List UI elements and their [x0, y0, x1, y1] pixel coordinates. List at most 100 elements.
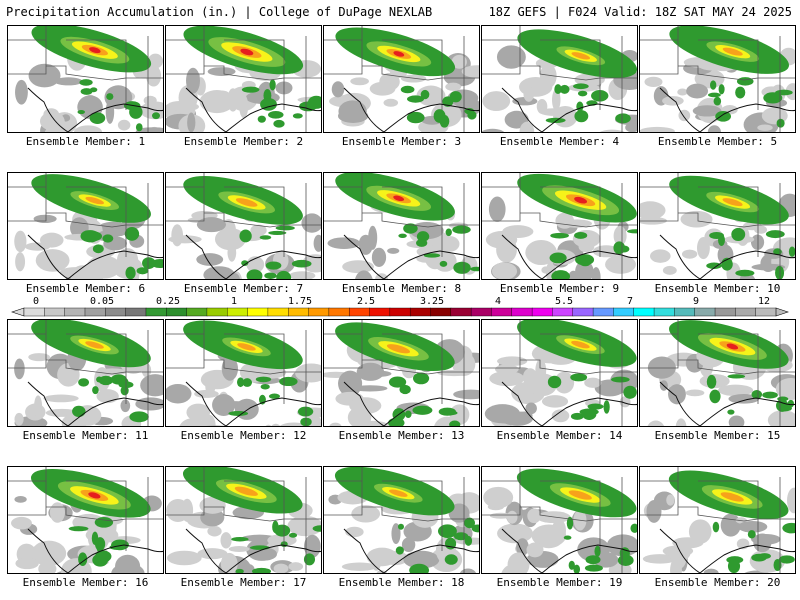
- colorbar-swatch: [450, 307, 472, 317]
- moderate-precip-area: [547, 375, 562, 389]
- coastline: [659, 234, 795, 279]
- state-line: [166, 186, 205, 222]
- moderate-precip-area: [79, 79, 93, 86]
- moderate-precip-area: [449, 91, 462, 103]
- moderate-precip-area: [68, 526, 89, 532]
- light-precip-area: [578, 240, 595, 253]
- light-precip-area: [207, 525, 222, 537]
- extreme-precip-area: [89, 47, 101, 54]
- moderate-precip-area: [587, 403, 604, 410]
- light-precip-area: [49, 502, 66, 523]
- state-line: [482, 480, 521, 516]
- light-precip-area: [356, 362, 385, 381]
- state-line: [520, 212, 601, 257]
- light-precip-area: [345, 526, 364, 538]
- moderate-precip-area: [570, 373, 588, 382]
- colorbar-swatch: [227, 307, 249, 317]
- state-borders: [166, 26, 321, 132]
- moderate-precip-area: [297, 406, 314, 417]
- moderate-precip-area: [438, 524, 457, 538]
- state-line: [166, 333, 205, 369]
- moderate-precip-area: [549, 252, 567, 264]
- state-line: [204, 212, 285, 257]
- light-precip-area: [288, 562, 304, 571]
- moderate-precip-area: [570, 412, 584, 420]
- state-line: [204, 359, 285, 404]
- ensemble-member-map: [639, 172, 796, 280]
- coastline: [501, 381, 637, 426]
- light-precip-area: [146, 65, 162, 87]
- coastline: [501, 234, 637, 279]
- light-precip-area: [135, 397, 163, 411]
- light-precip-area: [43, 108, 60, 121]
- state-borders: [640, 320, 795, 426]
- light-precip-area: [287, 515, 321, 537]
- state-line: [640, 39, 679, 75]
- moderate-precip-area: [727, 559, 741, 573]
- very-heavy-precip-area: [85, 341, 104, 349]
- state-line: [224, 333, 285, 340]
- moderate-precip-area: [579, 257, 590, 264]
- moderate-precip-area: [395, 546, 404, 555]
- colorbar-swatch: [409, 307, 431, 317]
- moderate-precip-area: [135, 123, 143, 132]
- moderate-precip-area: [452, 225, 471, 234]
- moderate-precip-area: [274, 524, 291, 537]
- moderate-precip-area: [765, 230, 785, 239]
- state-line: [678, 359, 759, 404]
- state-borders: [482, 26, 637, 132]
- colorbar-tick-label: 1: [230, 296, 238, 307]
- moderate-precip-area: [470, 266, 479, 272]
- colorbar-swatch: [247, 307, 269, 317]
- state-borders: [166, 467, 321, 573]
- light-precip-area: [737, 520, 768, 533]
- ensemble-member-map: [639, 466, 796, 574]
- state-line: [382, 186, 443, 193]
- state-line: [224, 186, 285, 193]
- very-heavy-precip-area: [571, 52, 591, 60]
- light-precip-area: [642, 554, 677, 564]
- light-precip-area: [688, 519, 712, 544]
- moderate-precip-area: [611, 376, 630, 383]
- moderate-precip-area: [106, 93, 114, 101]
- colorbar-left-arrow: [11, 307, 25, 317]
- ensemble-member-map: [323, 319, 480, 427]
- map-title: Precipitation Accumulation (in.) | Colle…: [6, 5, 433, 19]
- light-precip-area: [301, 213, 321, 233]
- colorbar-swatch: [44, 307, 66, 317]
- moderate-precip-area: [273, 119, 285, 128]
- light-precip-area: [692, 105, 722, 117]
- very-heavy-precip-area: [85, 196, 104, 205]
- very-heavy-precip-area: [386, 344, 411, 354]
- light-precip-area: [593, 552, 619, 568]
- colorbar-swatch: [491, 307, 513, 317]
- ensemble-member-map: [323, 466, 480, 574]
- moderate-precip-area: [409, 563, 430, 573]
- light-precip-area: [553, 105, 578, 128]
- moderate-precip-area: [710, 80, 717, 90]
- light-precip-area: [539, 63, 557, 89]
- colorbar-swatch: [552, 307, 574, 317]
- ensemble-member-label: Ensemble Member: 5: [657, 135, 778, 148]
- ensemble-member-map: [639, 25, 796, 133]
- moderate-precip-area: [775, 89, 793, 96]
- moderate-precip-area: [467, 110, 477, 120]
- colorbar-swatch: [735, 307, 757, 317]
- moderate-precip-area: [735, 86, 746, 99]
- light-precip-area: [313, 234, 321, 252]
- ensemble-member-map: [165, 172, 322, 280]
- light-precip-area: [289, 271, 316, 279]
- moderate-precip-area: [573, 83, 589, 90]
- state-line: [640, 333, 679, 369]
- light-precip-area: [383, 98, 399, 107]
- light-precip-area: [666, 494, 675, 506]
- colorbar-swatch: [633, 307, 655, 317]
- colorbar-swatch: [369, 307, 391, 317]
- moderate-precip-area: [400, 85, 415, 94]
- state-line: [698, 186, 759, 193]
- light-precip-area: [371, 247, 387, 267]
- colorbar-swatch: [84, 307, 106, 317]
- light-precip-area: [387, 247, 400, 254]
- light-precip-area: [33, 214, 57, 224]
- state-line: [66, 480, 127, 487]
